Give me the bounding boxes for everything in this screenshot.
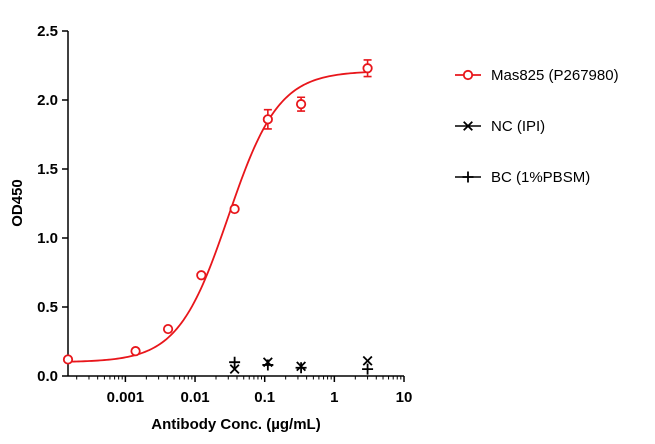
fit-curve-mas825 — [67, 71, 368, 363]
point-mas825 — [62, 354, 74, 365]
x-axis-title: Antibody Conc. (µg/mL) — [151, 416, 320, 433]
x-tick-label: 0.01 — [180, 389, 209, 406]
point-bc — [362, 363, 374, 375]
point-nc — [362, 355, 373, 366]
point-mas825 — [130, 346, 141, 357]
x-tick-label: 1 — [330, 389, 338, 406]
y-tick-label: 0.5 — [37, 299, 58, 316]
legend-label-mas825: Mas825 (P267980) — [491, 67, 619, 84]
point-mas825 — [229, 203, 240, 215]
point-mas825 — [196, 270, 207, 281]
y-tick-label: 2.5 — [37, 23, 58, 40]
point-mas825 — [362, 63, 373, 74]
x-tick-label: 10 — [396, 389, 413, 406]
legend: Mas825 (P267980) NC (IPI) BC (1%PBSM) — [455, 67, 619, 186]
data-marks — [62, 59, 374, 375]
point-mas825 — [162, 323, 174, 335]
legend-label-nc: NC (IPI) — [491, 118, 545, 135]
point-nc — [229, 364, 240, 375]
ticks — [62, 30, 405, 382]
legend-marker-nc — [463, 121, 473, 131]
y-tick-label: 2.0 — [37, 92, 58, 109]
point-mas825 — [262, 114, 273, 125]
legend-marker-mas825 — [462, 69, 474, 81]
y-tick-label: 0.0 — [37, 368, 58, 385]
legend-label-bc: BC (1%PBSM) — [491, 169, 590, 186]
point-bc — [229, 356, 241, 368]
point-mas825 — [295, 99, 307, 110]
legend-marker-bc — [462, 171, 474, 183]
axes — [67, 31, 404, 377]
y-tick-label: 1.0 — [37, 230, 58, 247]
x-tick-label: 0.001 — [107, 389, 145, 406]
x-tick-label: 0.1 — [254, 389, 275, 406]
tick-labels: 0.0 0.5 1.0 1.5 2.0 2.5 0.001 0.01 0.1 1 10 — [37, 23, 412, 406]
y-axis-title: OD450 — [9, 179, 26, 227]
point-bc — [295, 362, 307, 374]
y-tick-label: 1.5 — [37, 161, 58, 178]
point-bc — [262, 359, 274, 371]
